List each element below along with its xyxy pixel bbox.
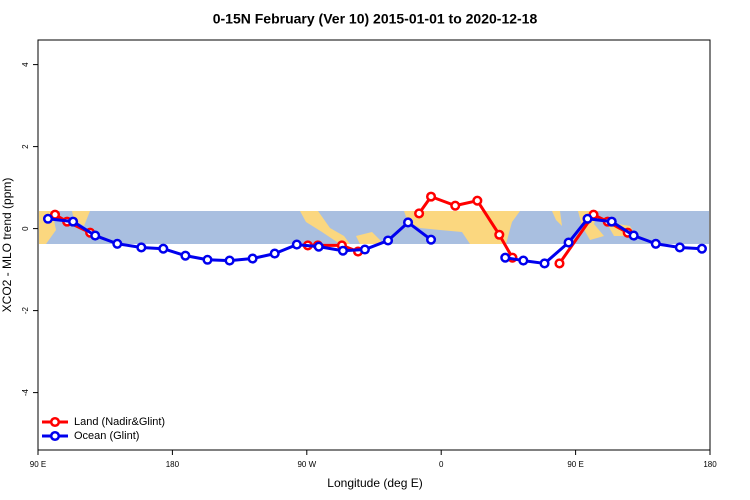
legend-label: Land (Nadir&Glint) <box>74 416 165 428</box>
x-tick-label: 180 <box>166 460 180 469</box>
point <box>42 213 54 224</box>
point <box>359 244 370 255</box>
point <box>554 258 565 269</box>
point <box>382 235 394 246</box>
x-tick-label: 90 E <box>567 460 583 469</box>
point <box>180 250 191 261</box>
point <box>269 248 280 259</box>
y-tick-label: -4 <box>21 388 30 396</box>
y-tick-label: 4 <box>21 62 30 67</box>
chart-title: 0-15N February (Ver 10) 2015-01-01 to 20… <box>213 11 538 27</box>
point <box>202 254 213 265</box>
point <box>494 229 505 240</box>
y-tick-label: -2 <box>21 306 30 314</box>
x-tick-label: 90 E <box>30 460 46 469</box>
map-band <box>39 211 709 244</box>
plot-frame <box>37 39 711 451</box>
point <box>628 230 639 241</box>
point <box>291 239 302 250</box>
point <box>500 252 511 263</box>
point <box>425 191 437 202</box>
point <box>414 208 425 219</box>
y-tick-label: 2 <box>21 144 30 149</box>
point <box>563 237 574 248</box>
x-axis-label: Longitude (deg E) <box>327 476 422 490</box>
point <box>606 216 617 227</box>
point <box>674 242 685 253</box>
point <box>450 200 461 211</box>
point <box>425 234 437 245</box>
point <box>402 217 414 228</box>
legend-label: Ocean (Glint) <box>74 430 139 442</box>
x-tick-label: 180 <box>703 460 717 469</box>
point <box>247 253 258 264</box>
y-axis-label: XCO2 - MLO trend (ppm) <box>0 178 14 313</box>
point <box>650 238 661 249</box>
point <box>518 255 529 266</box>
point <box>582 213 593 224</box>
y-tick-label: 0 <box>21 226 30 231</box>
point <box>136 242 147 253</box>
point <box>112 238 123 249</box>
x-tick-label: 0 <box>439 460 444 469</box>
point <box>224 255 235 266</box>
point <box>696 243 707 254</box>
point <box>313 241 324 252</box>
legend-marker <box>49 416 61 428</box>
point <box>90 230 101 241</box>
x-tick-label: 90 W <box>297 460 316 469</box>
point <box>337 245 348 256</box>
point <box>539 258 550 269</box>
point <box>158 243 169 254</box>
point <box>472 195 483 206</box>
legend-marker <box>49 430 61 442</box>
point <box>68 216 79 227</box>
